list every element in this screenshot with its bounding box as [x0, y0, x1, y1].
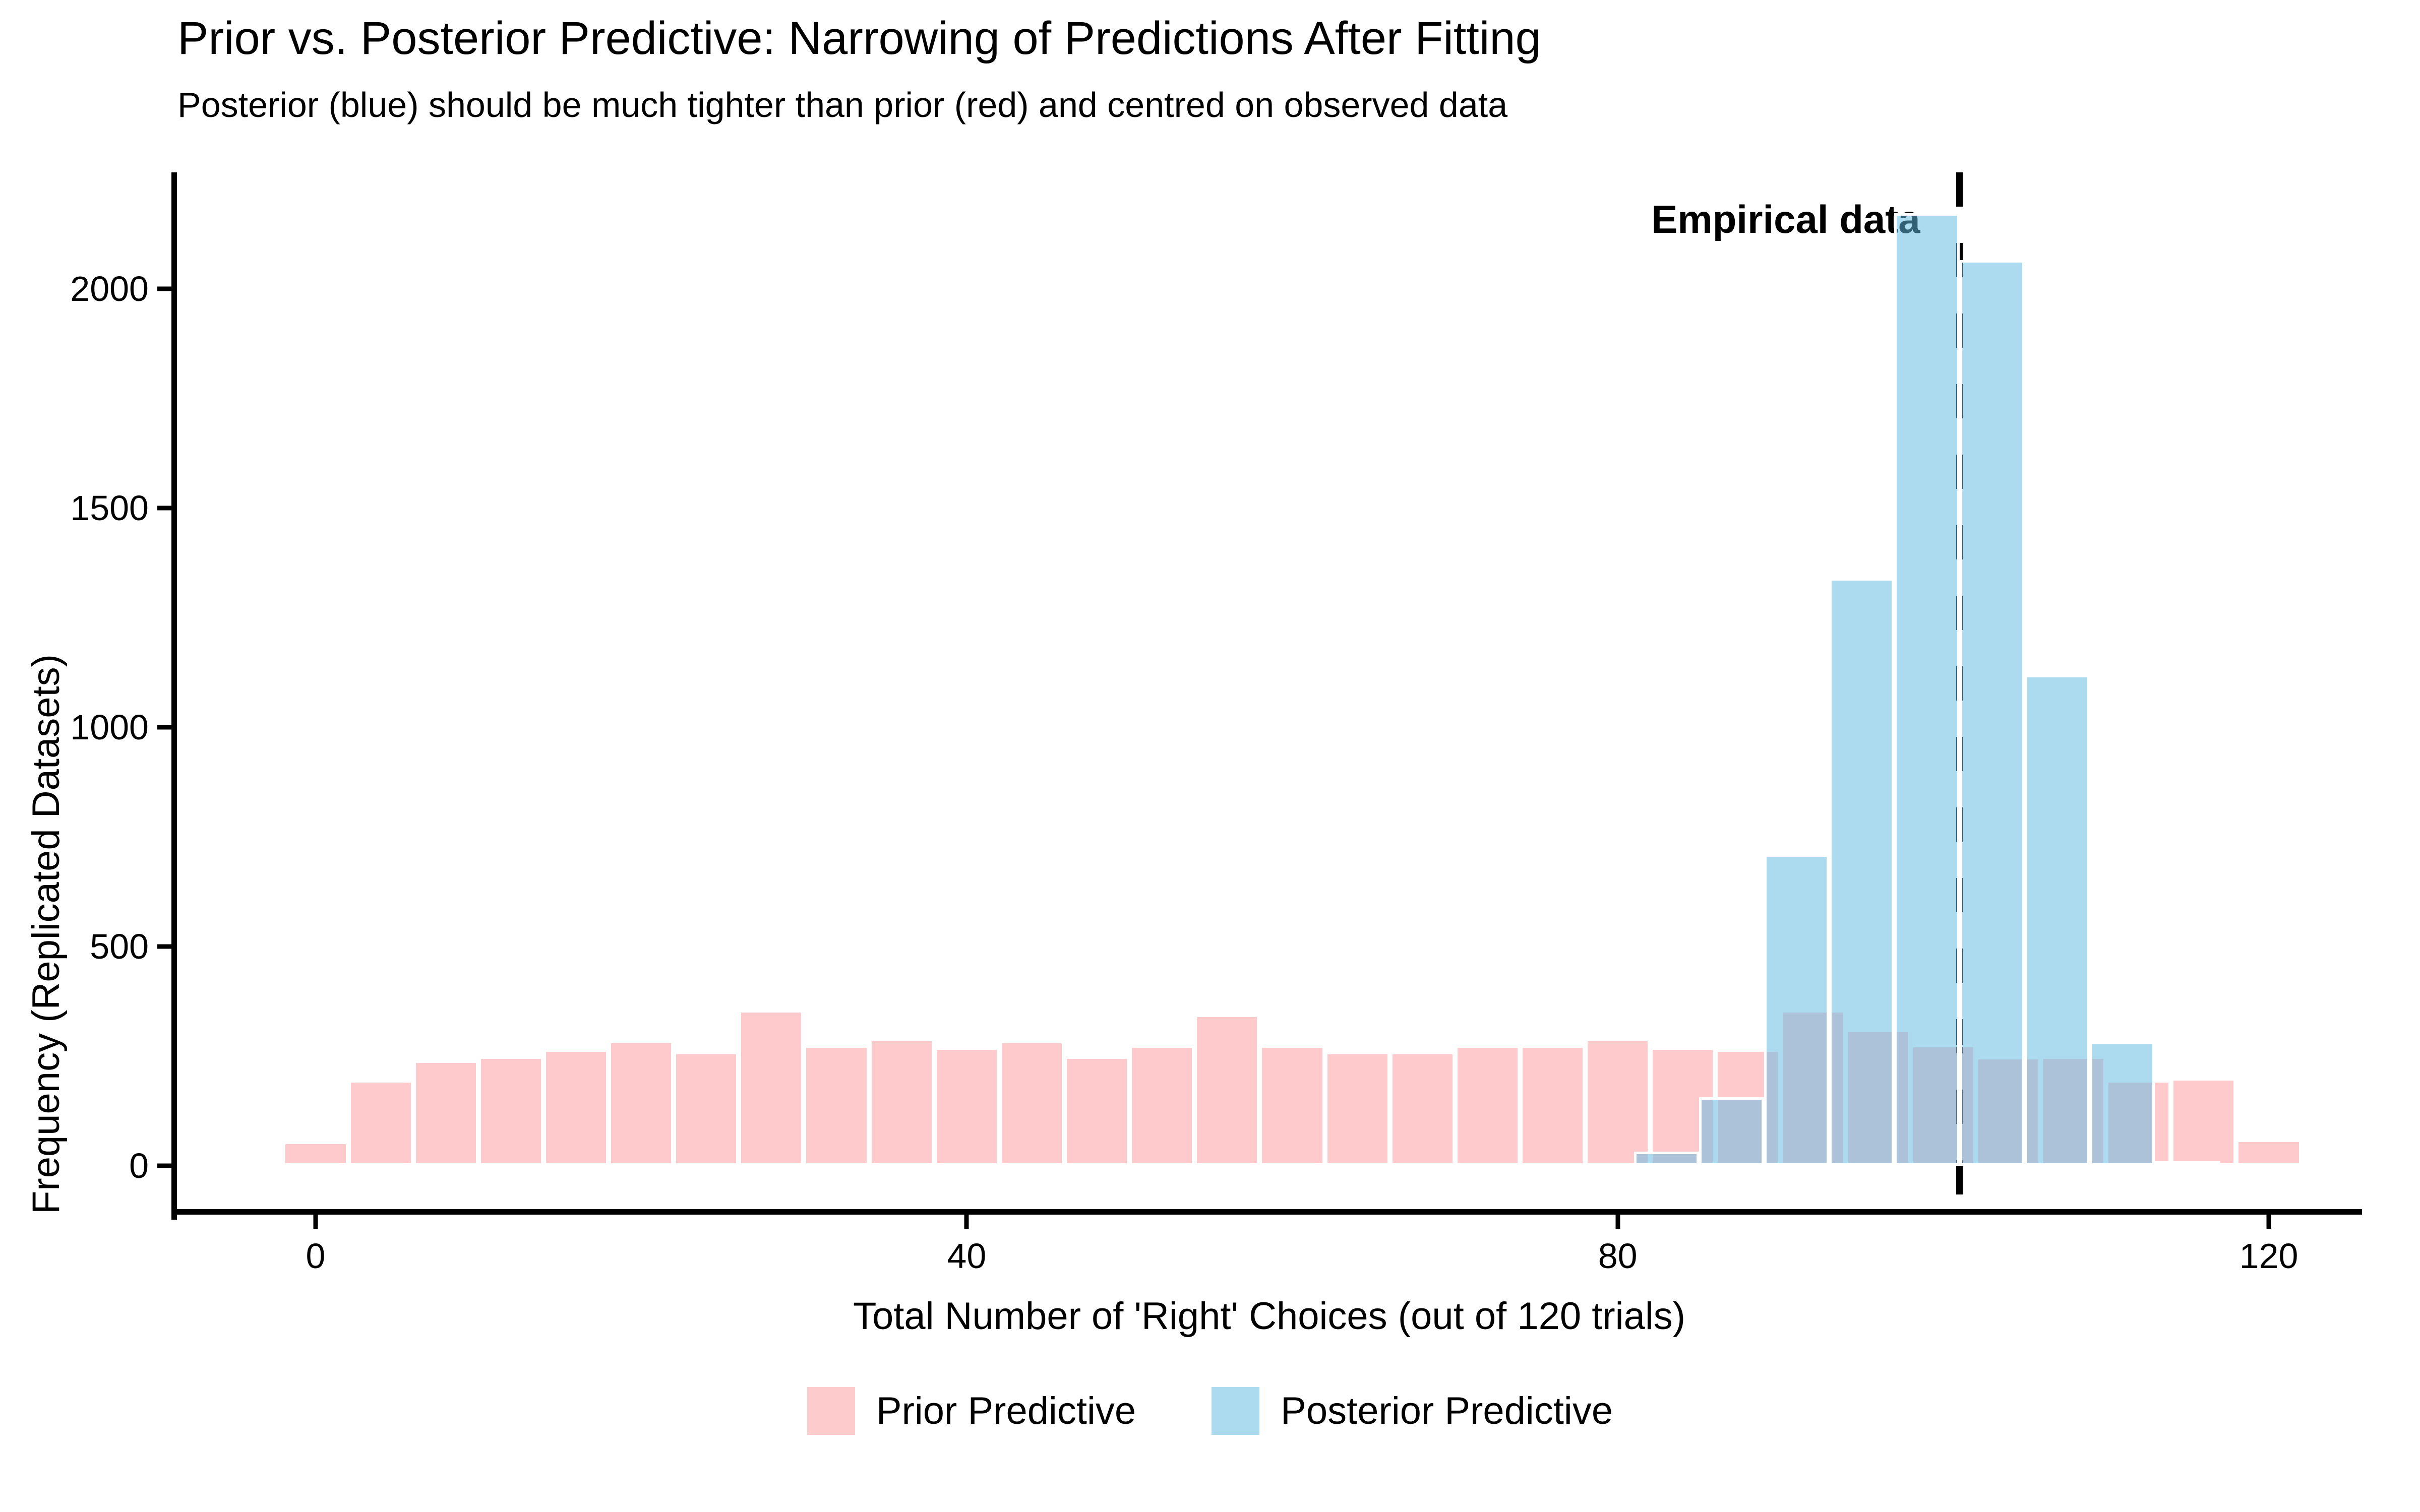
- legend-label-posterior: Posterior Predictive: [1281, 1390, 1613, 1432]
- posterior-histogram-bar: [1894, 213, 1960, 1166]
- y-axis-tick-label: 1500: [70, 488, 149, 528]
- posterior-histogram-bar: [1959, 260, 2025, 1166]
- prior-histogram-bar: [348, 1080, 413, 1166]
- legend-label-prior: Prior Predictive: [876, 1390, 1136, 1432]
- prior-histogram-bar: [739, 1010, 804, 1166]
- prior-histogram-bar: [1194, 1014, 1260, 1166]
- x-axis-tick: [1615, 1215, 1620, 1229]
- prior-histogram-bar: [1129, 1045, 1195, 1166]
- prior-histogram-bar: [2171, 1078, 2236, 1166]
- prior-predictive-swatch: [807, 1387, 855, 1435]
- y-axis-tick-label: 0: [129, 1146, 149, 1185]
- legend-item-prior: Prior Predictive: [807, 1387, 1136, 1435]
- prior-histogram-bar: [478, 1056, 543, 1166]
- posterior-histogram-bar: [2089, 1041, 2155, 1166]
- y-axis-tick: [157, 1163, 171, 1168]
- prior-histogram-bar: [1389, 1051, 1455, 1166]
- prior-histogram-bar: [1324, 1051, 1390, 1166]
- y-axis-tick: [157, 725, 171, 730]
- prior-histogram-bar: [2236, 1139, 2302, 1166]
- prior-histogram-bar: [1455, 1045, 1520, 1166]
- empirical-data-label: Empirical data: [1651, 197, 1920, 241]
- posterior-histogram-bar: [1699, 1097, 1765, 1166]
- prior-histogram-bar: [674, 1051, 739, 1166]
- posterior-histogram-bar: [2024, 674, 2090, 1166]
- prior-histogram-bar: [413, 1060, 478, 1166]
- x-axis-tick: [313, 1215, 318, 1229]
- prior-histogram-bar: [999, 1041, 1065, 1166]
- y-axis-tick-label: 500: [90, 927, 149, 966]
- prior-histogram-bar: [1585, 1038, 1651, 1166]
- y-axis-tick-label: 1000: [70, 708, 149, 747]
- x-axis-tick-label: 120: [2239, 1236, 2298, 1276]
- y-axis-tick: [157, 286, 171, 291]
- y-axis-line: [171, 172, 177, 1220]
- x-axis-tick-label: 0: [306, 1236, 326, 1276]
- prior-histogram-bar: [543, 1049, 609, 1166]
- x-axis-tick: [2266, 1215, 2271, 1229]
- prior-histogram-bar: [934, 1047, 999, 1166]
- y-axis-tick: [157, 506, 171, 511]
- posterior-predictive-swatch: [1212, 1387, 1260, 1435]
- prior-histogram-bar: [869, 1038, 934, 1166]
- posterior-histogram-bar: [2155, 1161, 2220, 1167]
- prior-histogram-bar: [1064, 1056, 1130, 1166]
- prior-histogram-bar: [1259, 1045, 1325, 1166]
- x-axis-title: Total Number of 'Right' Choices (out of …: [853, 1295, 1686, 1338]
- legend: Prior Predictive Posterior Predictive: [0, 1387, 2420, 1435]
- y-axis-tick: [157, 944, 171, 949]
- y-axis-tick-label: 2000: [70, 269, 149, 308]
- prior-histogram-bar: [283, 1142, 348, 1166]
- y-axis-title: Frequency (Replicated Datasets): [25, 654, 68, 1214]
- chart-subtitle: Posterior (blue) should be much tighter …: [177, 85, 1508, 124]
- x-axis-tick-label: 80: [1598, 1236, 1638, 1276]
- prior-histogram-bar: [1520, 1045, 1586, 1166]
- legend-item-posterior: Posterior Predictive: [1212, 1387, 1613, 1435]
- x-axis-line: [171, 1209, 2362, 1215]
- posterior-histogram-bar: [1829, 578, 1895, 1166]
- posterior-histogram-bar: [1764, 854, 1830, 1166]
- chart-title: Prior vs. Posterior Predictive: Narrowin…: [177, 13, 1541, 64]
- prior-histogram-bar: [804, 1045, 869, 1166]
- posterior-histogram-bar: [1634, 1152, 1700, 1166]
- x-axis-tick: [964, 1215, 969, 1229]
- x-axis-tick-label: 40: [947, 1236, 987, 1276]
- prior-histogram-bar: [609, 1041, 674, 1166]
